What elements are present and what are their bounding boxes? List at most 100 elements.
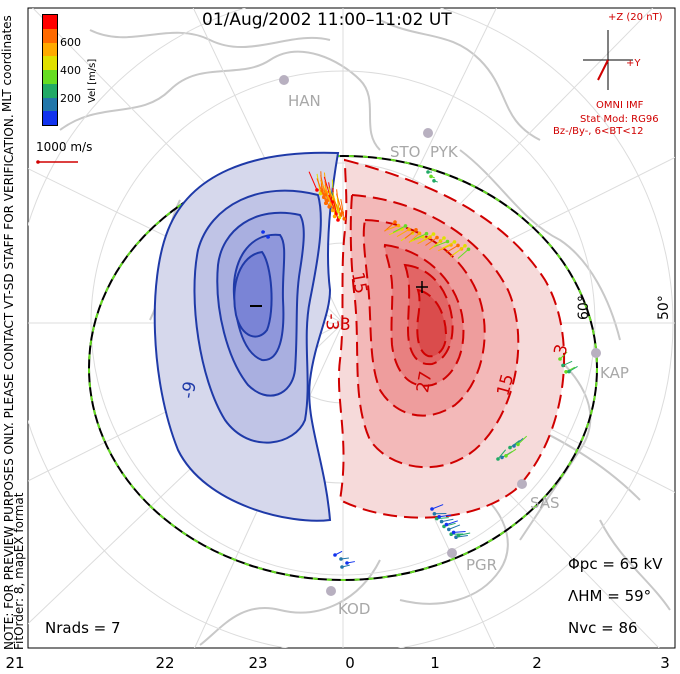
- velocity-vector: [441, 518, 454, 523]
- velocity-vector: [445, 244, 459, 254]
- velocity-vector: [453, 530, 466, 533]
- velocity-vector-origin: [430, 507, 434, 511]
- velocity-vector: [505, 448, 517, 457]
- velocity-vector: [336, 193, 343, 213]
- colorbar-segment: [43, 97, 57, 112]
- station-kod: KOD: [338, 600, 371, 618]
- velocity-vector-origin: [266, 235, 270, 239]
- velocity-vector: [385, 225, 399, 231]
- velocity-vector-origin: [452, 240, 457, 244]
- colorbar-tick-200: 200: [60, 92, 81, 105]
- latitude-60: 60°: [576, 295, 592, 320]
- velocity-vector: [316, 178, 325, 198]
- colorbar-label: Vel [m/s]: [87, 58, 98, 103]
- velocity-vector-origin: [564, 370, 568, 374]
- velocity-vector: [509, 440, 520, 449]
- velocity-vector: [340, 199, 345, 219]
- velocity-vector: [453, 245, 466, 255]
- imf-z-label: +Z (20 nT): [608, 12, 663, 23]
- velocity-vector: [396, 228, 410, 238]
- colorbar-segment: [43, 42, 57, 57]
- note-fitorder: FitOrder: 8, mapEX format: [12, 492, 26, 650]
- velocity-vector-origin: [456, 533, 461, 538]
- velocity-vector-origin: [463, 244, 467, 248]
- velocity-vector-origin: [431, 232, 436, 236]
- mlt-tick-1: 1: [430, 654, 440, 672]
- colorbar: [42, 14, 58, 126]
- velocity-vector-origin: [496, 457, 500, 461]
- negative-potential-cell: [153, 151, 340, 522]
- station-kap: KAP: [600, 364, 629, 382]
- stat-phi-pc: Φpc = 65 kV: [568, 555, 663, 573]
- velocity-vector-origin: [403, 224, 408, 228]
- colorbar-tick-400: 400: [60, 64, 81, 77]
- velocity-vector: [517, 435, 528, 445]
- velocity-vector: [497, 449, 507, 460]
- station-sto: STO: [390, 143, 421, 161]
- velocity-vector: [404, 229, 417, 239]
- imf-model: Stat Mod: RG96: [580, 114, 659, 125]
- velocity-vector-origin: [324, 201, 328, 205]
- velocity-vector-origin: [426, 170, 430, 174]
- velocity-vector-origin: [500, 455, 504, 460]
- colorbar-segment: [43, 70, 57, 84]
- mlt-tick-2: 2: [532, 654, 542, 672]
- positive-potential-cell: [337, 158, 566, 519]
- colorbar-tick-600: 600: [60, 36, 81, 49]
- velocity-vector-origin: [508, 445, 512, 450]
- velocity-vector-origin: [442, 236, 446, 240]
- velocity-vector: [308, 171, 318, 191]
- velocity-vector-origin: [261, 230, 265, 234]
- colorbar-segment: [43, 111, 57, 125]
- velocity-vector: [333, 196, 336, 217]
- velocity-vector-origin: [429, 174, 433, 179]
- mlt-tick-3: 3: [660, 654, 670, 672]
- velocity-vector: [431, 504, 444, 510]
- velocity-vector-origin: [327, 205, 332, 209]
- velocity-vector: [446, 520, 458, 526]
- velocity-vector: [409, 236, 424, 243]
- velocity-vector: [336, 197, 340, 218]
- map-title: 01/Aug/2002 11:00–11:02 UT: [202, 10, 452, 30]
- velocity-vector: [320, 179, 330, 199]
- velocity-vector-origin: [432, 179, 436, 183]
- velocity-vector: [513, 437, 524, 447]
- stat-n-vc: Nvc = 86: [568, 619, 638, 637]
- station-pgr: PGR: [466, 556, 498, 574]
- velocity-vector-origin: [504, 454, 508, 458]
- velocity-vector-origin: [417, 231, 422, 236]
- velocity-vector: [438, 244, 452, 252]
- stat-lambda-hm: ΛHM = 59°: [568, 587, 652, 605]
- station-han: HAN: [288, 92, 321, 110]
- contour-label-3a: 3: [340, 315, 351, 335]
- colorbar-segment: [43, 28, 57, 43]
- velocity-vector-origin: [342, 217, 347, 221]
- velocity-vector-origin: [336, 218, 340, 222]
- station-sas: SAS: [530, 494, 560, 512]
- velocity-vector-origin: [466, 247, 471, 252]
- velocity-vector-origin: [447, 527, 451, 532]
- velocity-vector: [458, 532, 471, 536]
- velocity-vector: [413, 233, 427, 240]
- velocity-vector-origin: [318, 191, 323, 196]
- velocity-vector-origin: [516, 442, 520, 447]
- velocity-vector-origin: [345, 561, 349, 565]
- velocity-vector-origin: [445, 239, 450, 244]
- mlt-tick-21: 21: [5, 654, 25, 672]
- mlt-tick-23: 23: [248, 654, 268, 672]
- colorbar-segment: [43, 56, 57, 70]
- velocity-vector: [434, 241, 448, 247]
- velocity-vector: [421, 233, 434, 242]
- imf-y-label: +Y: [626, 58, 641, 69]
- station-pyk: PYK: [430, 143, 458, 161]
- contour-label-neg3: -3: [321, 313, 342, 331]
- stat-n-rads: Nrads = 7: [45, 619, 121, 637]
- imf-dial: [583, 30, 633, 90]
- velocity-vector: [389, 228, 403, 236]
- contour-label-27: 27: [413, 369, 437, 395]
- velocity-vector-origin: [315, 188, 319, 192]
- contour-label-15a: 15: [347, 270, 371, 296]
- velocity-vector-origin: [432, 512, 437, 516]
- velocity-vector: [425, 237, 438, 246]
- velocity-vector-origin: [407, 227, 411, 232]
